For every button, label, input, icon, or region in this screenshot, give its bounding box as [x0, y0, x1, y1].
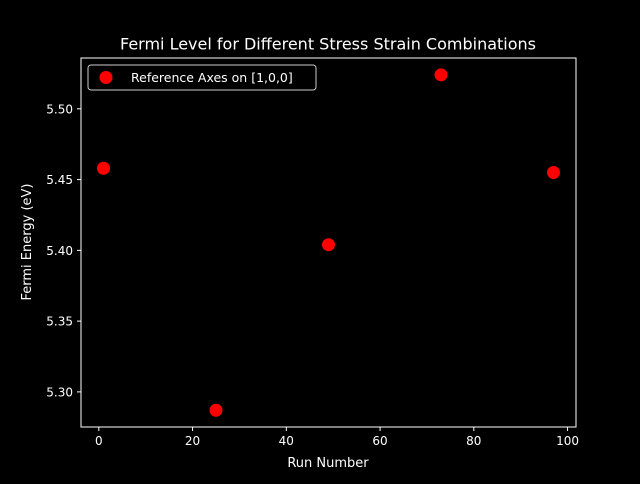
- y-tick-label: 5.35: [46, 315, 73, 329]
- axes-frame: [80, 57, 577, 428]
- data-point: [322, 238, 335, 252]
- x-tick-label: 40: [279, 434, 294, 448]
- x-tick-label: 0: [95, 434, 103, 448]
- data-point: [209, 403, 223, 417]
- y-tick-label: 5.50: [46, 102, 73, 116]
- legend-box: [87, 64, 317, 91]
- legend-label: Reference Axes on [1,0,0]: [131, 70, 293, 85]
- y-axis-label: Fermi Energy (eV): [20, 184, 35, 301]
- legend-marker: [99, 71, 113, 84]
- data-point: [434, 68, 448, 82]
- data-point: [547, 166, 560, 180]
- data-point: [97, 161, 110, 175]
- chart-title: Fermi Level for Different Stress Strain …: [120, 35, 536, 54]
- x-tick-label: 20: [185, 434, 200, 448]
- x-tick-label: 60: [372, 434, 387, 448]
- y-tick-label: 5.30: [46, 385, 73, 399]
- y-tick-label: 5.45: [46, 173, 73, 187]
- x-tick-label: 80: [466, 434, 481, 448]
- y-tick-label: 5.40: [46, 244, 73, 258]
- axes: 0 20 40 60 80 100 5.30 5.35 5.40 5.45 5.50: [46, 57, 579, 448]
- plot-area: [97, 68, 560, 417]
- legend: Reference Axes on [1,0,0]: [87, 64, 317, 91]
- x-tick-label: 100: [556, 434, 579, 448]
- x-axis-label: Run Number: [287, 456, 369, 471]
